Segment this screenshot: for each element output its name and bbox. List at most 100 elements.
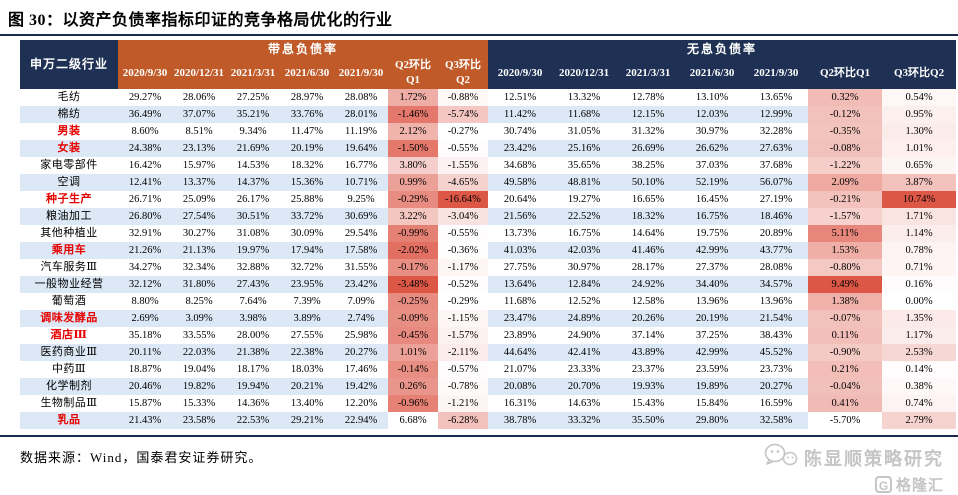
qoq-cell: 0.95%: [882, 106, 957, 123]
value-cell: 11.68%: [552, 106, 617, 123]
value-cell: 15.97%: [182, 160, 216, 171]
industry-cell: 乘用车: [20, 242, 118, 259]
value-cell: 14.64%: [631, 228, 665, 239]
column-header: 2020/9/30: [118, 57, 172, 89]
table-row: 调味发酵品 2.69% 3.09% 3.98% 3.89% 2.74% -0.09% -1.1…: [20, 310, 957, 327]
value-cell: 34.57%: [744, 276, 809, 293]
value-cell: 16.65%: [631, 194, 665, 205]
value-cell: 20.19%: [680, 310, 745, 327]
value-cell: 33.55%: [182, 330, 216, 341]
value-cell: 18.03%: [290, 364, 324, 375]
value-cell: 21.13%: [172, 242, 226, 259]
value-cell: 29.21%: [280, 412, 334, 429]
table-row: 生物制品Ⅲ 15.87% 15.33% 14.36% 13.40% 12.20% -0.96…: [20, 395, 957, 412]
value-cell: 20.46%: [118, 378, 172, 395]
value-cell: 28.00%: [236, 330, 270, 341]
value-cell: 20.70%: [552, 378, 617, 395]
value-cell: 35.21%: [226, 106, 280, 123]
industry-cell: 其他种植业: [40, 227, 98, 239]
value-cell: 35.65%: [567, 160, 601, 171]
value-cell: 34.27%: [128, 262, 162, 273]
qoq-cell: 0.14%: [882, 361, 957, 378]
qoq-cell: 0.11%: [808, 327, 883, 344]
value-cell: 23.33%: [567, 364, 601, 375]
value-cell: 12.20%: [344, 398, 378, 409]
value-cell: 3.09%: [172, 310, 226, 327]
value-cell: 42.03%: [552, 242, 617, 259]
value-cell: 12.51%: [503, 92, 537, 103]
value-cell: 31.32%: [631, 126, 665, 137]
value-cell: 23.58%: [172, 412, 226, 429]
value-cell: 33.32%: [552, 412, 617, 429]
value-cell: 17.58%: [334, 242, 388, 259]
value-cell: 22.53%: [226, 412, 280, 429]
value-cell: 14.36%: [236, 398, 270, 409]
value-cell: 7.09%: [347, 296, 375, 307]
value-cell: 12.58%: [631, 296, 665, 307]
value-cell: 16.75%: [567, 228, 601, 239]
value-cell: 19.93%: [616, 378, 681, 395]
value-cell: 37.25%: [695, 330, 729, 341]
value-cell: 11.19%: [345, 126, 377, 137]
value-cell: 37.14%: [631, 330, 665, 341]
industry-cell: 化学制剂: [20, 378, 118, 395]
qoq-cell: -0.96%: [388, 395, 438, 412]
value-cell: 19.42%: [334, 378, 388, 395]
value-cell: 11.47%: [291, 126, 323, 137]
value-cell: 35.50%: [616, 412, 681, 429]
value-cell: 42.99%: [680, 344, 745, 361]
bottom-rule: [0, 435, 958, 437]
value-cell: 33.76%: [280, 106, 334, 123]
value-cell: 24.90%: [567, 330, 601, 341]
qoq-cell: -0.57%: [438, 361, 489, 378]
value-cell: 13.96%: [759, 296, 793, 307]
qoq-cell: -1.57%: [438, 327, 489, 344]
value-cell: 27.19%: [759, 194, 793, 205]
industry-cell: 生物制品Ⅲ: [40, 397, 98, 409]
qoq-cell: -0.04%: [808, 378, 883, 395]
value-cell: 27.54%: [172, 208, 226, 225]
value-cell: 13.73%: [503, 228, 537, 239]
value-cell: 30.97%: [567, 262, 601, 273]
value-cell: 13.64%: [488, 276, 553, 293]
value-cell: 12.41%: [118, 174, 172, 191]
qoq-cell: 9.49%: [808, 276, 883, 293]
table-row: 其他种植业 32.91% 30.27% 31.08% 30.09% 29.54% -0.99…: [20, 225, 957, 242]
column-header: 2020/12/31: [172, 57, 226, 89]
value-cell: 20.27%: [744, 378, 809, 395]
value-cell: 32.34%: [182, 262, 216, 273]
value-cell: 8.80%: [131, 296, 159, 307]
qoq-cell: -0.21%: [808, 191, 883, 208]
qoq-cell: 1.01%: [388, 344, 438, 361]
value-cell: 50.10%: [616, 174, 681, 191]
value-cell: 8.25%: [185, 296, 213, 307]
gelonghui-g-icon: G: [874, 476, 892, 493]
value-cell: 19.89%: [680, 378, 745, 395]
value-cell: 31.55%: [344, 262, 378, 273]
qoq-cell: 6.68%: [388, 412, 438, 429]
watermarks: 陈显顺策略研究 G 格隆汇: [764, 443, 944, 495]
qoq-cell: 0.78%: [882, 242, 957, 259]
value-cell: 28.17%: [631, 262, 665, 273]
value-cell: 16.45%: [695, 194, 729, 205]
value-cell: 16.59%: [759, 398, 793, 409]
value-cell: 24.92%: [616, 276, 681, 293]
value-cell: 27.63%: [744, 140, 809, 157]
qoq-cell: 2.53%: [882, 344, 957, 361]
qoq-cell: 1.53%: [808, 242, 883, 259]
value-cell: 33.72%: [280, 208, 334, 225]
value-cell: 21.43%: [118, 412, 172, 429]
qoq-cell: -1.46%: [388, 106, 438, 123]
value-cell: 31.08%: [236, 228, 270, 239]
value-cell: 13.37%: [172, 174, 226, 191]
industry-cell: 中药Ⅲ: [51, 363, 87, 375]
qoq-cell: 1.35%: [882, 310, 957, 327]
qoq-cell: 0.00%: [882, 293, 957, 310]
qoq-cell: 1.72%: [388, 89, 438, 106]
table-row: 汽车服务Ⅲ 34.27% 32.34% 32.88% 32.72% 31.55% -0.17…: [20, 259, 957, 276]
qoq-cell: 0.32%: [808, 89, 883, 106]
footer: 数据来源：Wind，国泰君安证券研究。 陈显顺策略研究 G 格隆汇: [20, 443, 943, 495]
value-cell: 35.18%: [128, 330, 162, 341]
value-cell: 12.03%: [680, 106, 745, 123]
value-cell: 9.34%: [239, 126, 267, 137]
